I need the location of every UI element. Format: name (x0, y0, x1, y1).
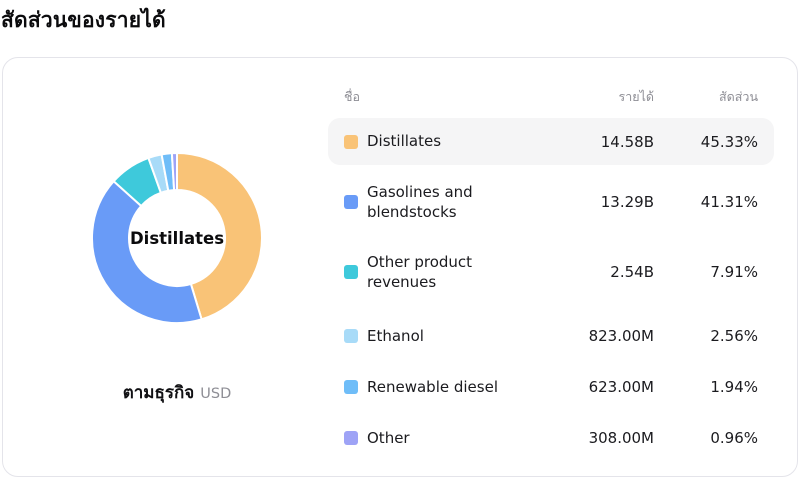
legend-swatch-renewable-diesel (344, 380, 358, 394)
row-name: Ethanol (367, 326, 424, 345)
row-revenue: 823.00M (588, 327, 654, 345)
row-share: 0.96% (710, 429, 758, 447)
chart-footer-label: ตามธุรกิจ (122, 383, 195, 403)
row-revenue: 623.00M (588, 378, 654, 396)
donut-chart: Distillates (87, 148, 267, 328)
row-revenue: 13.29B (600, 193, 654, 211)
donut-segment-gasolines-and-blendstocks[interactable] (91, 180, 203, 324)
row-name: Other product revenues (367, 252, 473, 291)
row-share: 7.91% (710, 263, 758, 281)
legend-swatch-distillates (344, 134, 358, 149)
chart-footer-currency: USD (200, 386, 232, 402)
donut-segment-distillates[interactable] (176, 152, 263, 321)
row-name: Distillates (367, 132, 442, 151)
table-row-renewable-diesel[interactable]: Renewable diesel 623.00M 1.94% (328, 364, 774, 410)
table-header-row: ชื่อ รายได้ สัดส่วน (328, 84, 774, 110)
table-row-gasolines[interactable]: Gasolines and blendstocks 13.29B 41.31% (328, 171, 774, 233)
row-share: 1.94% (710, 378, 758, 396)
page-title: สัดส่วนของรายได้ (1, 8, 166, 32)
row-revenue: 308.00M (588, 429, 654, 447)
legend-swatch-other (344, 431, 358, 445)
legend-swatch-ethanol (344, 329, 358, 343)
header-name: ชื่อ (344, 89, 360, 104)
donut-segment-other[interactable] (170, 151, 178, 192)
row-share: 45.33% (700, 132, 758, 151)
row-revenue: 2.54B (610, 263, 654, 281)
header-share: สัดส่วน (719, 89, 758, 104)
row-share: 41.31% (700, 193, 758, 211)
header-revenue: รายได้ (618, 89, 654, 104)
donut-svg (91, 151, 263, 324)
row-name: Other (367, 428, 410, 447)
row-share: 2.56% (710, 327, 758, 345)
table-row-other-product-revenues[interactable]: Other product revenues 2.54B 7.91% (328, 241, 774, 303)
table-row-ethanol[interactable]: Ethanol 823.00M 2.56% (328, 313, 774, 359)
row-name: Renewable diesel (367, 377, 498, 396)
legend-swatch-other-product-revenues (344, 265, 358, 279)
table-row-distillates[interactable]: Distillates 14.58B 45.33% (328, 118, 774, 165)
legend-swatch-gasolines (344, 195, 358, 209)
row-revenue: 14.58B (600, 132, 654, 151)
row-name: Gasolines and blendstocks (367, 182, 473, 221)
donut-chart-panel: Distillates ตามธุรกิจ USD (3, 58, 328, 476)
chart-footer: ตามธุรกิจ USD (87, 379, 267, 406)
revenue-breakdown-card: Distillates ตามธุรกิจ USD ชื่อ รายได้ สัด… (2, 57, 798, 477)
breakdown-table: ชื่อ รายได้ สัดส่วน Distillates 14.58B 4… (328, 58, 797, 476)
table-row-other[interactable]: Other 308.00M 0.96% (328, 415, 774, 461)
